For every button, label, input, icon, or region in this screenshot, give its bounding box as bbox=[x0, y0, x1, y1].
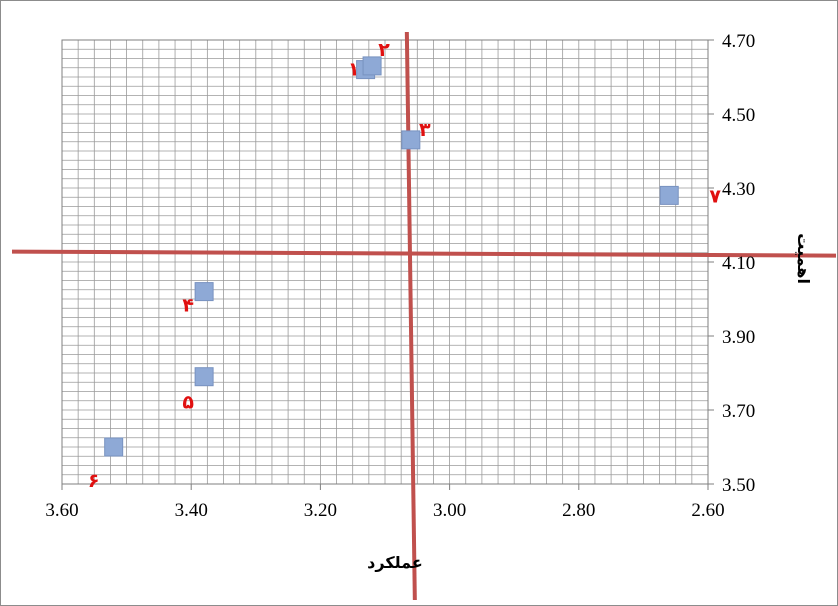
grid bbox=[62, 40, 708, 484]
data-point-label: ۲ bbox=[378, 39, 390, 61]
data-point-label: ۱ bbox=[348, 59, 360, 81]
y-tick-label: 3.70 bbox=[722, 401, 755, 422]
y-tick-label: 4.70 bbox=[722, 31, 755, 52]
data-point-marker bbox=[194, 367, 214, 387]
data-point-marker bbox=[659, 185, 679, 205]
quadrant-lines bbox=[11, 31, 837, 601]
data-point-marker bbox=[194, 282, 214, 302]
data-points bbox=[104, 56, 679, 457]
data-point-label: ۴ bbox=[182, 295, 194, 317]
x-tick-label: 3.00 bbox=[433, 500, 466, 521]
y-tick-label: 3.50 bbox=[722, 475, 755, 496]
data-point-label: ۵ bbox=[182, 392, 194, 414]
point-labels: ۱۲ ۳ ۴ ۵ ۶ ۷ bbox=[88, 39, 722, 492]
y-tick-labels: 4.70 4.50 4.30 4.10 3.90 3.70 3.50 bbox=[708, 31, 755, 496]
quadrant-line-horizontal bbox=[11, 249, 837, 258]
y-tick-label: 4.30 bbox=[722, 179, 755, 200]
x-tick-label: 2.60 bbox=[691, 500, 724, 521]
quadrant-line-vertical bbox=[404, 31, 417, 601]
y-axis-title: اهمیت bbox=[794, 233, 813, 284]
x-tick-label: 3.40 bbox=[175, 500, 208, 521]
data-point-label: ۶ bbox=[88, 470, 100, 492]
x-tick-label: 3.20 bbox=[304, 500, 337, 521]
x-axis-title: عملکرد bbox=[367, 553, 423, 572]
y-tick-label: 4.10 bbox=[722, 253, 755, 274]
data-point-marker bbox=[362, 56, 382, 76]
x-tick-label: 2.80 bbox=[562, 500, 595, 521]
y-tick-label: 4.50 bbox=[722, 105, 755, 126]
data-point-label: ۷ bbox=[709, 185, 721, 207]
data-point-marker bbox=[401, 130, 421, 150]
x-tick-labels: 3.60 3.40 3.20 3.00 2.80 2.60 bbox=[45, 484, 725, 521]
x-tick-label: 3.60 bbox=[45, 500, 78, 521]
y-tick-label: 3.90 bbox=[722, 327, 755, 348]
data-point-marker bbox=[104, 437, 124, 457]
data-point-label: ۳ bbox=[419, 119, 431, 141]
